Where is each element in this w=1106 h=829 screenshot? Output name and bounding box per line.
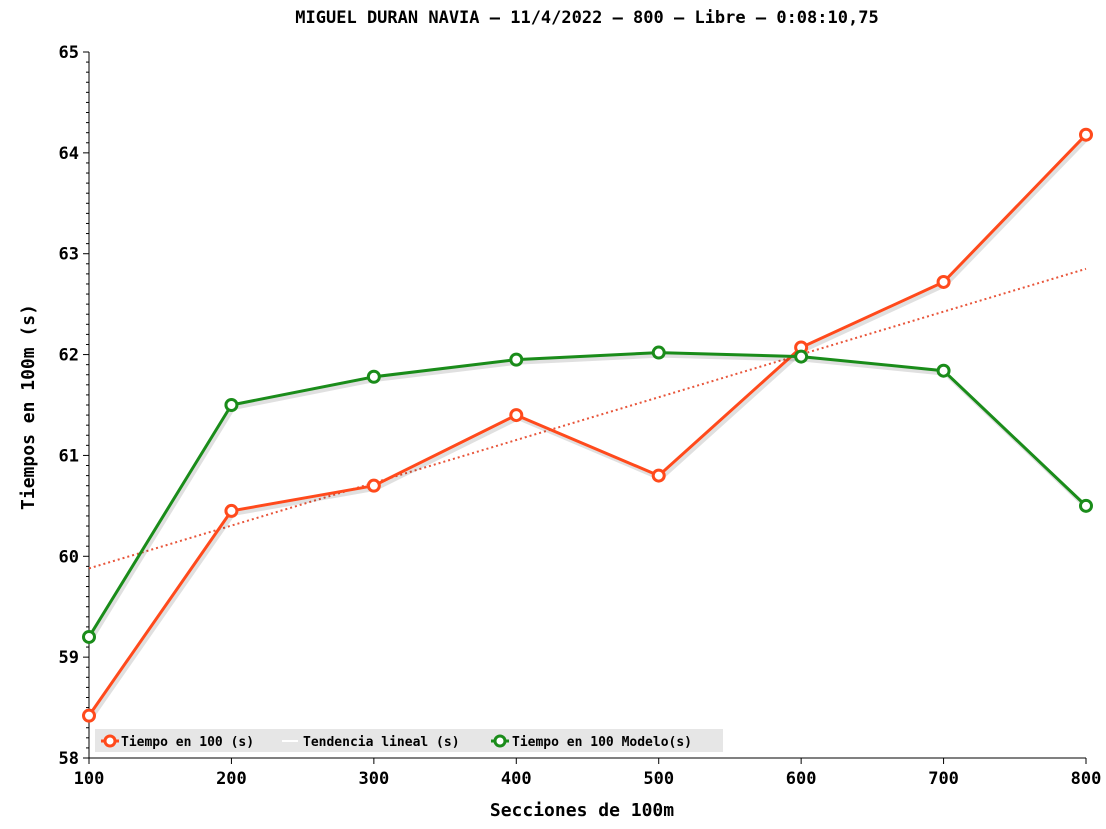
series-0 [82,127,1093,723]
legend-marker [493,734,507,748]
series-line [87,351,1088,638]
data-point [224,398,239,412]
legend-marker [103,734,117,748]
data-point [224,503,239,518]
y-tick-label: 60 [59,547,79,567]
data-point [936,363,951,378]
series-line [87,133,1088,717]
legend-label: Tiempo en 100 (s) [121,735,254,750]
series-shadow [89,353,1090,642]
y-tick-label: 62 [59,346,79,366]
x-tick-label: 500 [643,769,674,789]
y-tick-label: 61 [59,446,79,466]
y-tick-label: 63 [59,245,79,265]
trend-line [88,267,1087,570]
y-tick-label: 65 [59,43,79,63]
x-tick-label: 800 [1071,769,1102,789]
legend: Tiempo en 100 (s) Tendencia lineal (s) Tie… [95,729,723,752]
y-axis-label: Tiempos en 100m (s) [18,304,39,510]
data-point [366,478,381,493]
legend-label: Tendencia lineal (s) [303,735,460,750]
y-tick-label: 64 [59,144,79,164]
x-tick-label: 600 [786,769,817,789]
series-2 [82,345,1093,644]
x-axis: 100 200 300 400 500 600 700 800 [74,757,1102,789]
data-point [82,629,96,644]
data-point [509,352,524,367]
x-tick-label: 300 [358,769,389,789]
x-tick-label: 700 [928,769,959,789]
chart-title: MIGUEL DURAN NAVIA – 11/4/2022 – 800 – L… [295,8,878,28]
legend-box [95,729,723,752]
data-point [509,408,524,423]
data-point [82,708,96,723]
data-point [651,468,666,483]
series-shadow [89,136,1090,720]
x-tick-label: 200 [216,769,247,789]
data-point [366,369,381,384]
y-tick-label: 59 [59,648,79,668]
data-point [936,274,951,289]
data-point [1079,127,1093,142]
x-tick-label: 400 [501,769,532,789]
data-point [794,349,809,364]
data-point [651,345,666,360]
x-axis-label: Secciones de 100m [490,800,674,821]
series-1 [88,267,1087,570]
legend-label: Tiempo en 100 Modelo(s) [512,735,692,750]
plot-series [82,127,1093,723]
x-tick-label: 100 [74,769,105,789]
data-point [1079,498,1093,513]
y-axis: 58 59 60 61 62 63 64 65 [59,43,90,769]
y-tick-label: 58 [59,749,79,769]
